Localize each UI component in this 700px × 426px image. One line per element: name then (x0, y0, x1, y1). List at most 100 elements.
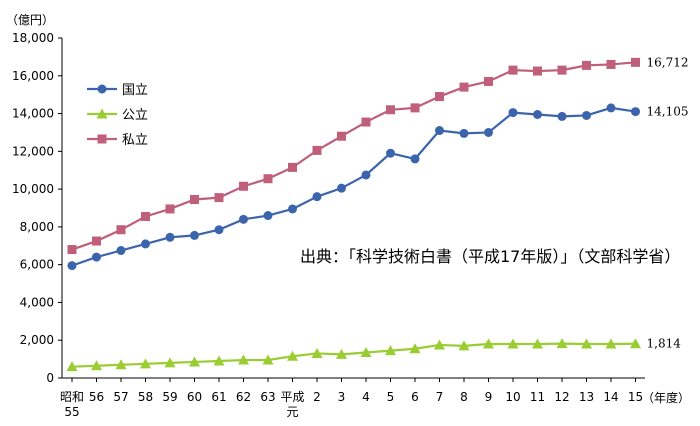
x-tick-label: 3 (338, 390, 346, 404)
data-point (435, 92, 444, 102)
data-point (116, 225, 126, 235)
series-end-label: 16,712 (647, 55, 689, 69)
data-point (214, 225, 224, 235)
x-tick-label: 62 (236, 390, 251, 404)
data-point (459, 82, 469, 92)
y-tick-label: 6,000 (20, 258, 54, 272)
data-point (483, 338, 494, 349)
legend-marker (96, 108, 108, 119)
data-point (435, 126, 444, 136)
x-tick-label: 59 (162, 390, 177, 404)
data-point (67, 261, 77, 271)
series-end-label: 14,105 (647, 105, 689, 119)
data-point (582, 110, 591, 120)
x-tick-label: 平成 (280, 390, 304, 404)
x-tick-label: 14 (603, 390, 618, 404)
y-tick-label: 4,000 (20, 295, 54, 309)
data-point (410, 103, 420, 113)
series-triangle: 1,814 (66, 337, 682, 372)
series-line (71, 61, 636, 251)
data-point (239, 181, 248, 191)
data-point (262, 354, 274, 365)
legend-label: 公立 (122, 108, 148, 123)
y-tick-label: 16,000 (12, 69, 54, 83)
data-point (605, 338, 617, 349)
data-point (533, 66, 542, 76)
y-unit-label: （億円） (6, 13, 54, 27)
data-point (311, 347, 323, 358)
data-point (263, 211, 273, 221)
legend-label: 私立 (122, 133, 148, 148)
data-point (385, 345, 396, 356)
data-point (361, 170, 371, 180)
data-point (606, 59, 616, 69)
x-tick-label: 11 (530, 390, 545, 404)
data-point (434, 339, 445, 350)
data-point (337, 131, 346, 141)
data-point (386, 148, 395, 158)
x-tick-label: 60 (187, 390, 202, 404)
data-point (507, 338, 519, 349)
series-end-label: 1,814 (647, 337, 682, 351)
data-point (337, 183, 346, 193)
data-point (409, 343, 421, 354)
data-point (165, 204, 175, 214)
y-tick-label: 8,000 (20, 220, 54, 234)
x-tick-label: 56 (89, 390, 104, 404)
data-point (484, 127, 493, 137)
data-point (631, 57, 640, 67)
data-point (288, 162, 297, 172)
source-annotation: 出典：「科学技術白書（平成17年版）」（文部科学省） (300, 247, 680, 266)
data-point (91, 360, 102, 371)
data-point (459, 128, 469, 138)
data-point (141, 239, 150, 249)
data-point (287, 350, 298, 361)
data-point (190, 195, 199, 204)
x-tick-label: 12 (554, 390, 569, 404)
x-axis-label: （年度） (642, 390, 690, 405)
x-tick-label: 63 (260, 390, 275, 404)
data-point (556, 338, 568, 349)
data-point (582, 60, 591, 70)
y-tick-label: 18,000 (12, 31, 54, 45)
y-tick-label: 2,000 (20, 333, 54, 347)
data-point (458, 340, 470, 351)
data-point (213, 355, 225, 366)
data-point (92, 236, 101, 246)
data-point (214, 193, 224, 203)
data-point (557, 111, 567, 121)
data-point (190, 230, 199, 240)
data-point (140, 358, 151, 369)
x-tick-label: 2 (313, 390, 321, 404)
series-square: 16,712 (67, 55, 689, 255)
x-tick-label: 10 (505, 390, 520, 404)
data-point (557, 65, 567, 75)
data-point (263, 174, 273, 184)
x-tick-label: 9 (485, 390, 493, 404)
series-circle: 14,105 (67, 103, 689, 271)
data-point (92, 252, 101, 262)
y-axis: 0 2,000 4,000 6,000 8,000 10,000 12,000 14,000 1… (12, 31, 63, 385)
x-tick-label: 6 (411, 390, 419, 404)
data-point (508, 65, 518, 75)
data-point (360, 347, 372, 357)
data-point (164, 357, 176, 368)
data-point (312, 192, 322, 202)
data-point (410, 154, 420, 164)
data-point (189, 356, 200, 367)
data-point (631, 107, 640, 117)
data-point (288, 204, 297, 214)
x-tick-label: 55 (64, 405, 79, 419)
legend-marker (97, 134, 107, 144)
series-line (71, 106, 636, 267)
data-point (67, 245, 77, 255)
data-point (238, 354, 249, 365)
x-tick-label: 61 (211, 390, 226, 404)
series-layer: 14,105 1,814 16,712 (66, 55, 689, 372)
data-point (533, 110, 542, 119)
data-point (165, 232, 175, 242)
data-point (581, 338, 592, 349)
data-point (66, 361, 78, 372)
